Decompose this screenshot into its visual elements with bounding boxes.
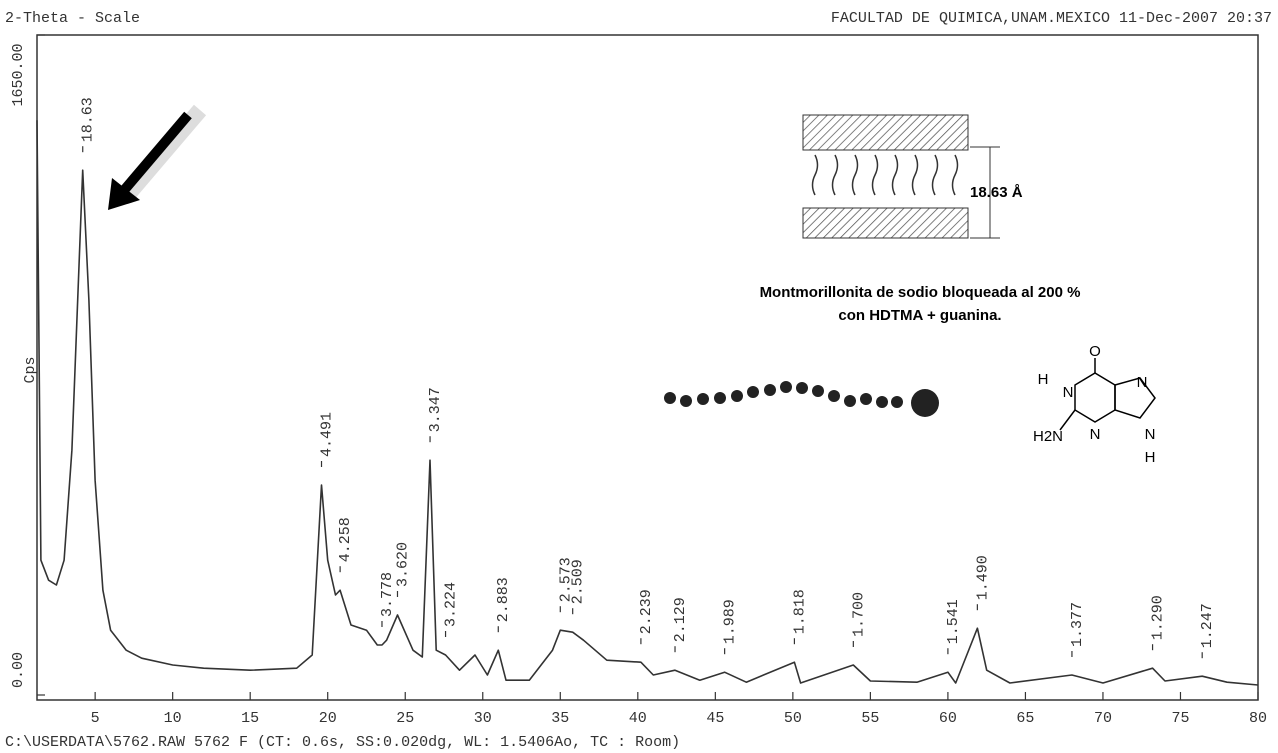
peak-label: 3.620 <box>394 542 411 587</box>
atom: N <box>1063 384 1074 401</box>
x-tick-label: 55 <box>861 710 879 727</box>
x-tick-label: 45 <box>706 710 724 727</box>
x-tick-label: 65 <box>1016 710 1034 727</box>
atom: H <box>1145 449 1156 466</box>
peak-label: 3.224 <box>443 582 460 627</box>
footer: C:\USERDATA\5762.RAW 5762 F (CT: 0.6s, S… <box>5 734 680 751</box>
atom: H2N <box>1033 428 1063 445</box>
header-left: 2-Theta - Scale <box>5 10 140 27</box>
peak-label: 1.700 <box>850 592 867 637</box>
arrow <box>108 110 200 210</box>
peak-label: 2.239 <box>638 589 655 634</box>
atom: O <box>1089 343 1101 360</box>
x-tick-label: 35 <box>551 710 569 727</box>
peak-label: 1.247 <box>1199 603 1216 648</box>
guanine <box>1060 358 1155 430</box>
peak-label: 1.989 <box>722 599 739 644</box>
atom: N <box>1137 374 1148 391</box>
peak-label: 1.818 <box>791 589 808 634</box>
x-tick-label: 30 <box>474 710 492 727</box>
x-tick-label: 75 <box>1171 710 1189 727</box>
x-tick-label: 70 <box>1094 710 1112 727</box>
chart: 2-Theta - Scale FACULTAD DE QUIMICA,UNAM… <box>0 0 1278 753</box>
chain <box>664 381 939 417</box>
caption-line: con HDTMA + guanina. <box>838 307 1001 324</box>
x-tick-label: 25 <box>396 710 414 727</box>
x-tick-label: 60 <box>939 710 957 727</box>
peak-label: 3.778 <box>379 572 396 617</box>
x-tick-label: 15 <box>241 710 259 727</box>
peak-label: 1.290 <box>1150 595 1167 640</box>
x-tick-label: 40 <box>629 710 647 727</box>
peak-label: 2.509 <box>570 559 587 604</box>
x-tick-label: 5 <box>91 710 100 727</box>
peak-label: 1.541 <box>945 599 962 644</box>
x-tick-label: 80 <box>1249 710 1267 727</box>
atom: H <box>1038 371 1049 388</box>
peak-label: 1.490 <box>974 555 991 600</box>
atom: N <box>1145 426 1156 443</box>
peak-label: 18.63 <box>80 97 97 142</box>
peak-label: 1.377 <box>1069 602 1086 647</box>
peak-label: 4.258 <box>337 517 354 562</box>
spacing-label: 18.63 Å <box>970 184 1023 201</box>
header-right: FACULTAD DE QUIMICA,UNAM.MEXICO 11-Dec-2… <box>831 10 1272 27</box>
peak-label: 2.129 <box>672 597 689 642</box>
x-tick-label: 10 <box>164 710 182 727</box>
peak-label: 4.491 <box>318 412 335 457</box>
y-tick-label: 1650.00 <box>10 43 27 106</box>
peak-label: 3.347 <box>427 387 444 432</box>
x-tick-label: 50 <box>784 710 802 727</box>
caption-line: Montmorillonita de sodio bloqueada al 20… <box>760 284 1081 301</box>
x-tick-label: 20 <box>319 710 337 727</box>
y-tick-label: 0.00 <box>10 652 27 688</box>
layer-diagram: 18.63 Å <box>803 115 1023 238</box>
peak-label: 2.883 <box>495 577 512 622</box>
atom: N <box>1090 426 1101 443</box>
